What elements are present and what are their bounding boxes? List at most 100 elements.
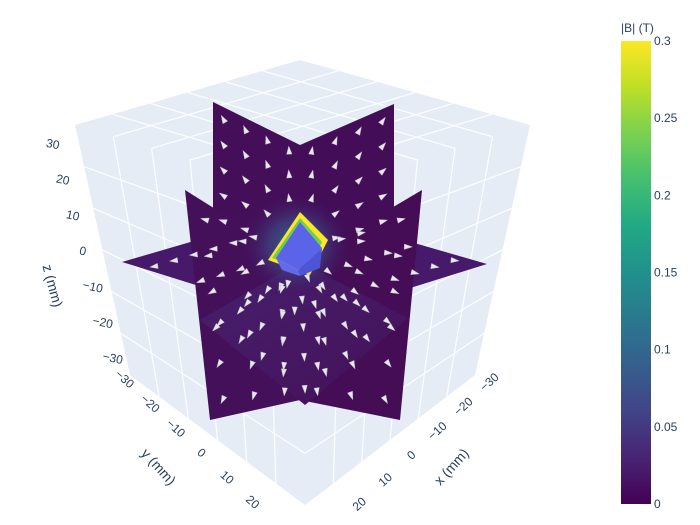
field-cone [259,321,266,332]
field-cone [350,286,360,295]
field-cone [216,318,225,327]
field-cone [238,334,246,345]
slice-z0-front [200,262,408,405]
field-cone [314,335,321,346]
field-cone [378,141,387,151]
field-cone [237,238,247,245]
field-cone [340,320,349,330]
tick-label: 30 [45,136,61,153]
field-cone [299,323,306,333]
field-cone [195,276,206,283]
field-cone [228,240,238,247]
colorbar-tick-label: 0 [654,497,661,511]
field-cone [315,284,323,294]
field-cone [291,306,298,316]
field-cone [286,192,293,203]
field-cone [354,201,364,210]
field-cone [279,284,286,295]
field-cone [403,243,414,250]
field-cone [370,280,380,288]
field-cone [263,209,272,218]
field-cone [315,310,321,320]
field-cone [390,275,400,281]
field-cone [354,176,364,185]
field-cone [331,135,338,146]
tick-label: −10 [81,278,104,296]
field-cone [243,291,253,300]
field-cone [410,269,420,275]
field-cone [450,257,460,264]
colorbar[interactable]: |B| (T) 0 0.05 0.1 0.15 0.2 0.25 0.3 [621,21,678,511]
y-axis-title: y (mm) [138,445,179,488]
tick-label: −30 [477,370,502,394]
field-cone [320,336,327,347]
field-cone [343,261,354,268]
field-cone [319,307,326,318]
tick-label: −30 [101,349,124,367]
field-cone [378,116,386,126]
field-cone [331,184,339,194]
field-cone [243,124,250,135]
tick-label: 10 [217,468,237,488]
tick-label: −10 [425,419,450,443]
field-cone [239,227,250,234]
field-cone [216,358,224,369]
field-cone [386,323,396,332]
field-cone [218,192,228,201]
field-cone [393,252,404,259]
field-cone [356,238,367,245]
field-cone [168,257,179,264]
field-cone [265,159,272,169]
colorbar-tick-label: 0.25 [654,111,678,125]
field-cone [308,145,315,156]
field-cone [208,245,218,252]
field-cone [300,352,307,363]
field-cone [354,151,363,161]
field-cone [265,135,272,145]
field-cone [241,175,250,185]
field-cone [383,249,394,256]
tick-label: −10 [164,416,189,440]
field-cone [298,295,305,305]
field-cone [240,201,250,210]
field-cone [348,360,356,370]
field-cone [321,367,328,378]
field-cone [383,358,392,368]
field-cone [378,193,388,201]
field-cone [264,184,272,194]
field-cone [356,230,367,237]
field-cone [260,351,267,362]
field-cone [396,217,407,224]
tick-label: 20 [243,492,263,512]
field-cone [347,390,354,401]
field-cone [220,114,228,125]
field-cone [382,316,392,325]
colorbar-title: |B| (T) [621,21,654,35]
top-pane [75,60,530,195]
field-cone [257,293,265,304]
field-cone [218,219,228,226]
field-cone [255,258,266,266]
field-cone [390,287,400,295]
colorbar-gradient [621,41,651,504]
field-cone [303,273,310,283]
tick-label: −20 [451,394,476,418]
field-cone [280,310,287,320]
tick-label: −20 [91,313,114,331]
field-cone [286,145,293,155]
field-cone [318,281,326,291]
field-cone [281,387,288,397]
field-cone [331,160,338,170]
field-cone [220,140,229,150]
field-cone [286,169,293,179]
field-cone [249,360,256,370]
tick-label: 20 [55,172,71,189]
field-cone [314,361,321,372]
field-cones [149,114,460,405]
field-cone [236,306,245,315]
field-cone [301,384,308,395]
field-cone [339,293,348,302]
field-cone [310,299,317,310]
field-cone [330,293,339,303]
